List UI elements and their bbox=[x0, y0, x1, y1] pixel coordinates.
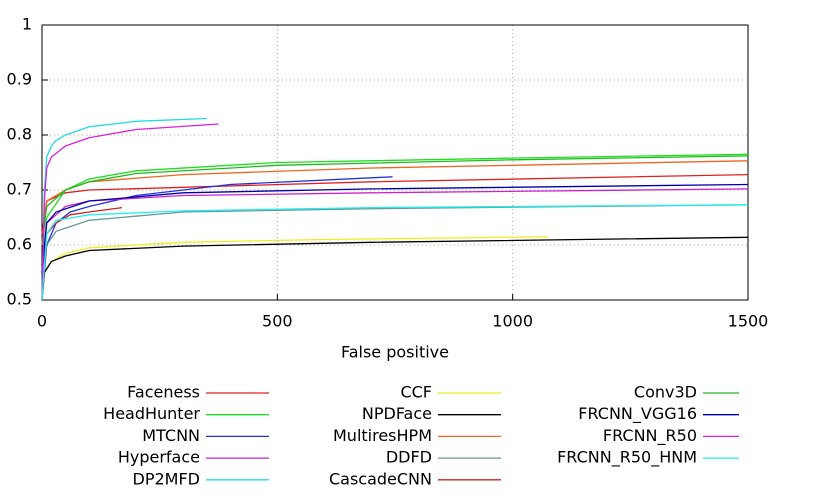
y-tick-label: 0.9 bbox=[7, 70, 32, 89]
legend-label: FRCNN_VGG16 bbox=[578, 404, 697, 424]
x-tick-label: 1500 bbox=[728, 312, 769, 331]
x-tick-label: 500 bbox=[262, 312, 293, 331]
legend-label: MTCNN bbox=[142, 426, 200, 445]
y-tick-label: 0.5 bbox=[7, 290, 32, 309]
y-tick-label: 0.8 bbox=[7, 125, 32, 144]
series-line bbox=[41, 117, 207, 301]
series-line bbox=[41, 236, 549, 301]
legend-label: Conv3D bbox=[634, 383, 697, 402]
y-tick-label: 1 bbox=[22, 15, 32, 34]
series-line bbox=[41, 155, 749, 246]
y-tick-label: 0.7 bbox=[7, 180, 32, 199]
legend-label: NPDFace bbox=[362, 404, 432, 423]
legend-label: CascadeCNN bbox=[329, 469, 432, 488]
series-line bbox=[41, 183, 749, 273]
series-line bbox=[41, 204, 749, 273]
series-line bbox=[41, 160, 749, 246]
plot-frame bbox=[41, 24, 749, 301]
legend-label: FRCNN_R50 bbox=[603, 426, 697, 446]
series-line bbox=[41, 153, 749, 273]
legend-label: DDFD bbox=[386, 448, 432, 467]
series-line bbox=[41, 204, 749, 301]
legend-label: DP2MFD bbox=[133, 469, 200, 488]
series-line bbox=[41, 176, 393, 301]
legend-label: FRCNN_R50_HNM bbox=[557, 448, 697, 468]
series-line bbox=[41, 236, 749, 301]
x-tick-label: 0 bbox=[37, 312, 47, 331]
series-line bbox=[41, 188, 749, 273]
x-axis-label: False positive bbox=[341, 343, 449, 362]
legend-label: CCF bbox=[400, 383, 432, 402]
legend-label: Hyperface bbox=[118, 448, 200, 467]
series-line bbox=[41, 123, 219, 301]
x-tick-label: 1000 bbox=[492, 312, 533, 331]
legend-label: HeadHunter bbox=[103, 404, 200, 423]
y-tick-label: 0.6 bbox=[7, 235, 32, 254]
series-line bbox=[41, 173, 749, 235]
legend-label: Faceness bbox=[127, 383, 200, 402]
legend-label: MultiresHPM bbox=[333, 426, 432, 445]
